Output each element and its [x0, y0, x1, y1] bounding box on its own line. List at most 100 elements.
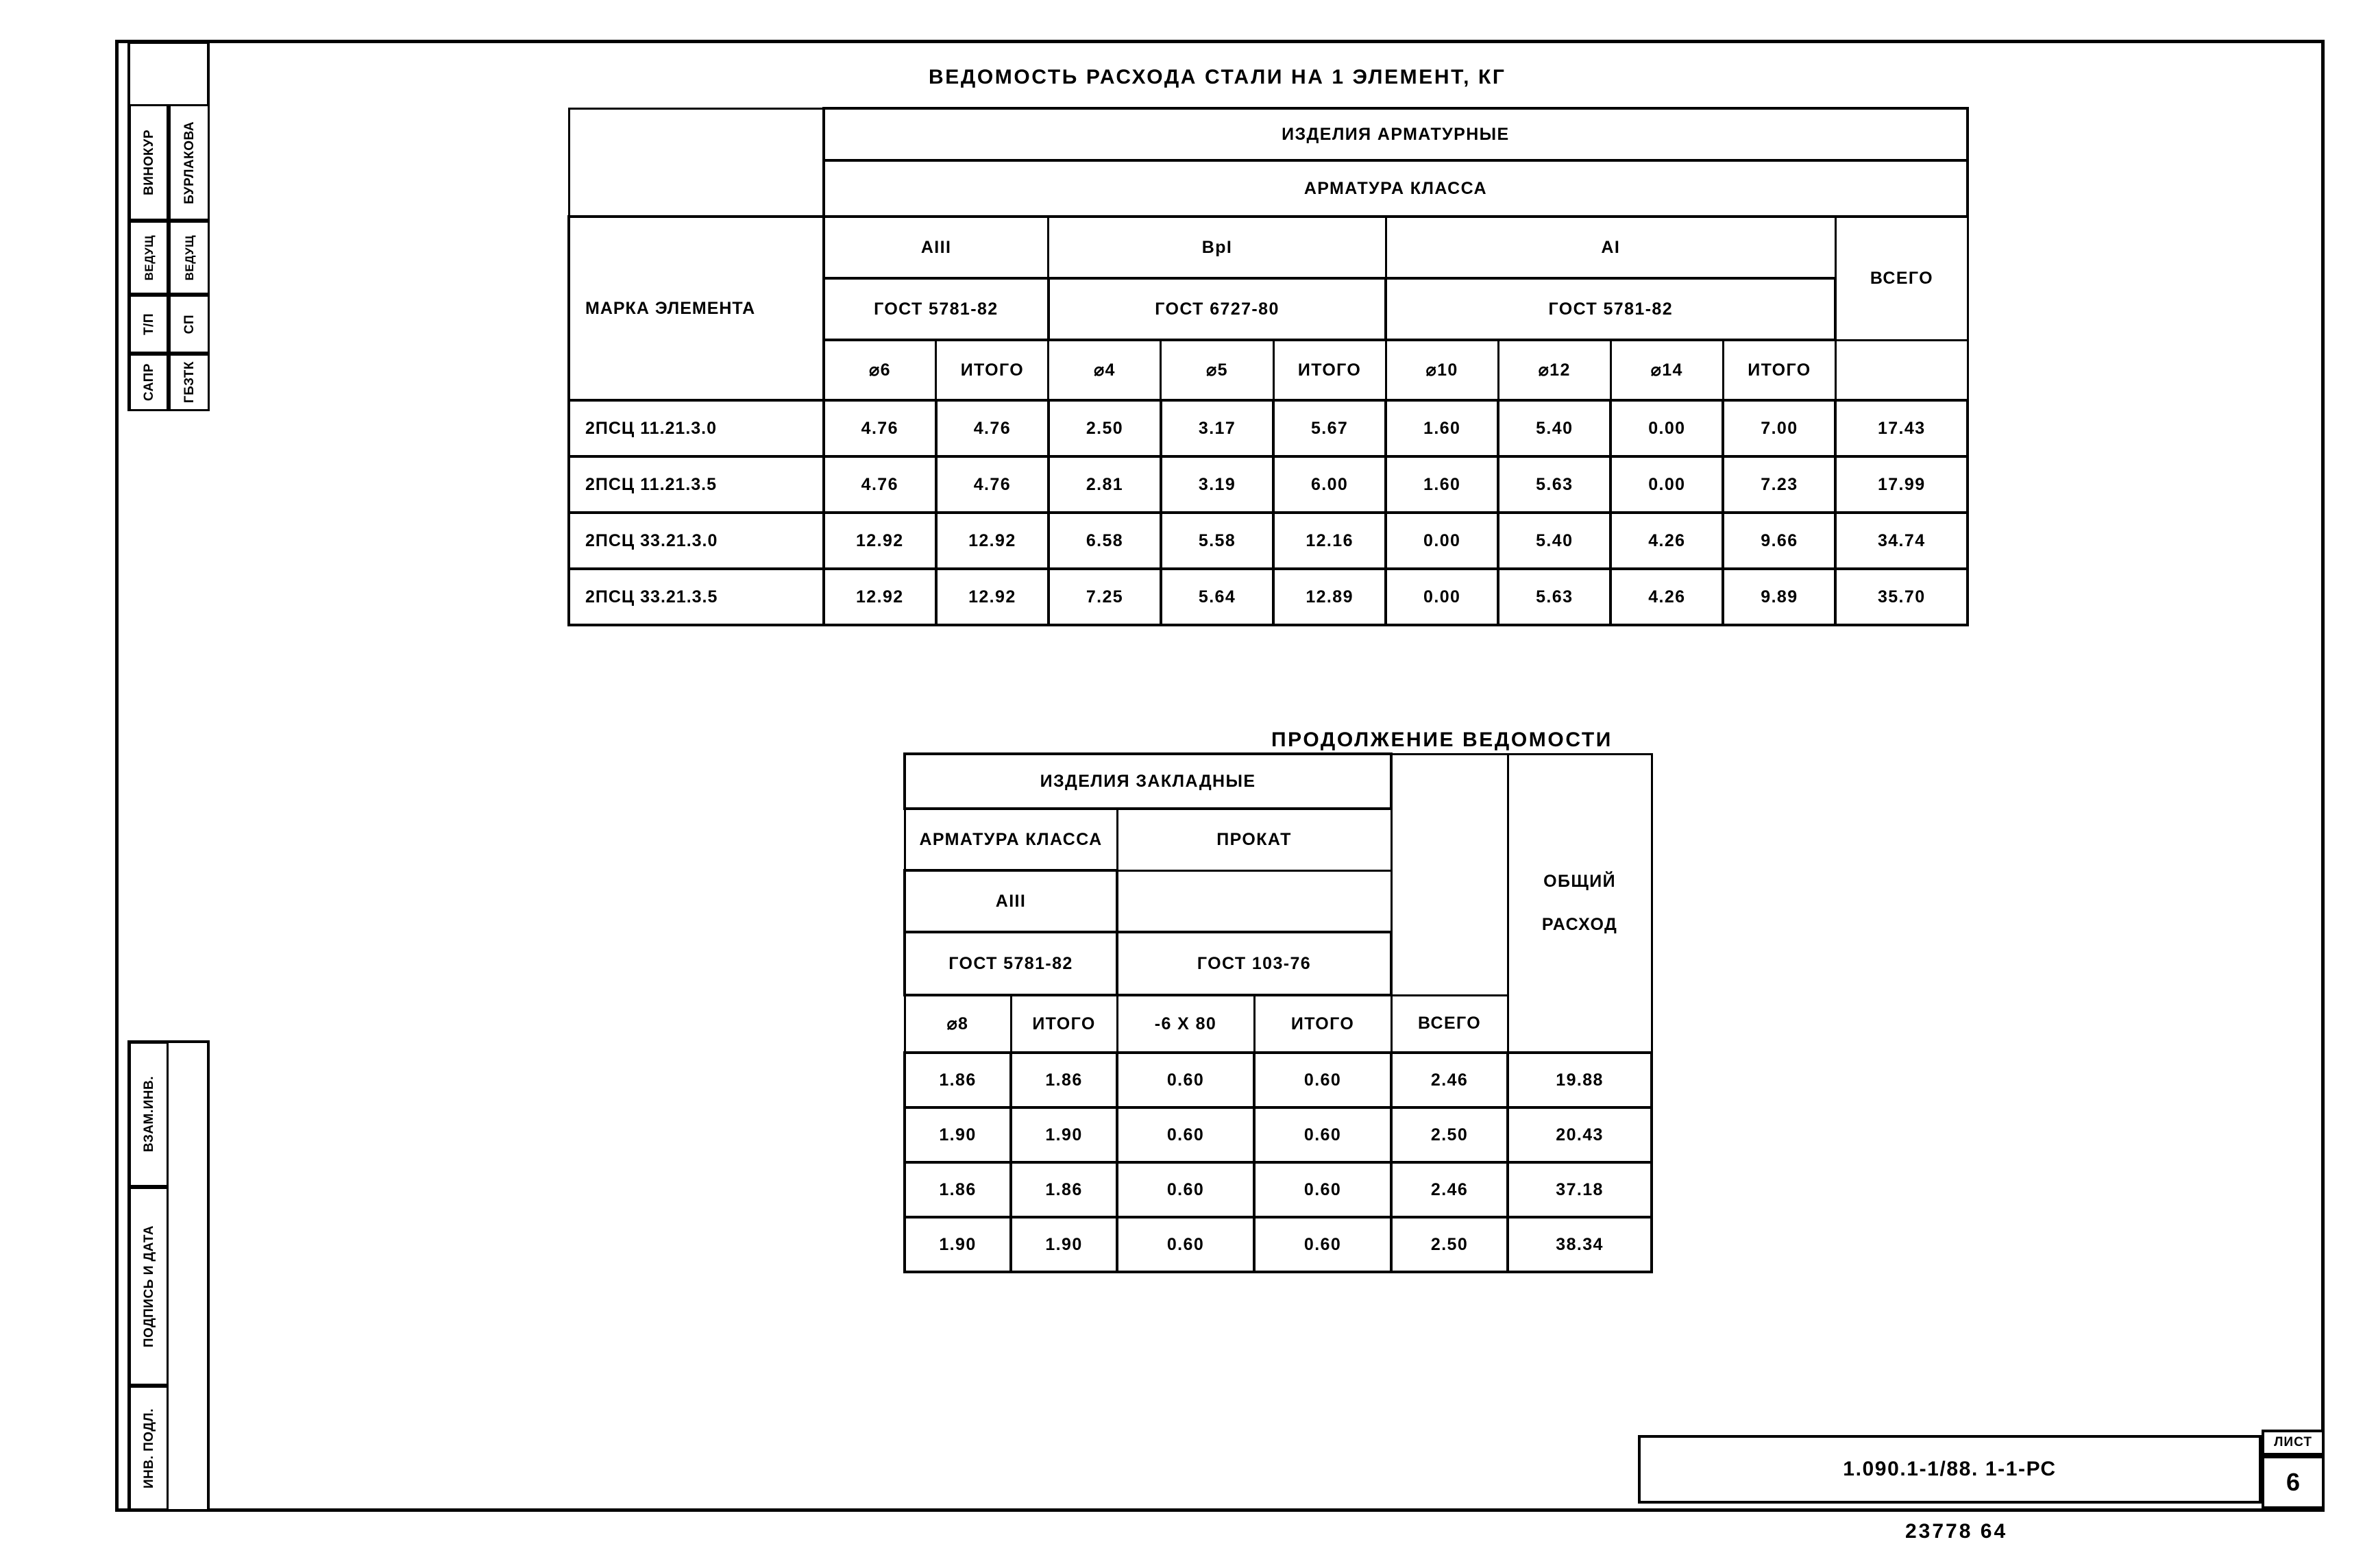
table1-col-d6: ⌀6 [822, 339, 938, 402]
label-inv-podl-text: ИНВ. ПОДЛ. [141, 1408, 156, 1489]
table2-total-spacer [1390, 752, 1509, 996]
table1-row3-total: 35.70 [1834, 567, 1969, 626]
table2-grand-header-line1: ОБЩИЙ [1543, 871, 1616, 891]
embedded-parts-table: ИЗДЕЛИЯ ЗАКЛАДНЫЕ ОБЩИЙ РАСХОД АРМАТУРА … [903, 752, 1654, 1273]
table1-col-d10: ⌀10 [1384, 339, 1499, 402]
table1-row3-c6: 5.63 [1497, 567, 1613, 626]
table2-grand-header: ОБЩИЙ РАСХОД [1506, 752, 1653, 1054]
table2-total-header: ВСЕГО [1390, 994, 1509, 1054]
table2-title: ПРОДОЛЖЕНИЕ ВЕДОМОСТИ [1271, 728, 1613, 751]
table2-row3-c3: 0.60 [1252, 1216, 1393, 1273]
table2-row2-c1: 1.86 [1009, 1161, 1118, 1218]
table1-row2-c5: 0.00 [1384, 511, 1500, 570]
table1-row3-c3: 5.64 [1159, 567, 1275, 626]
table1-row0-c2: 2.50 [1046, 399, 1162, 458]
table1-gost-vri: ГОСТ 6727-80 [1046, 277, 1388, 341]
table1-class-aiii: АIII [822, 215, 1050, 280]
table1-total-header-spacer [1834, 339, 1969, 402]
table1-row3-c0: 12.92 [822, 567, 938, 626]
table2-class-name: АIII [903, 869, 1118, 933]
table2-row2-grand: 37.18 [1506, 1161, 1654, 1218]
table1-column-row: ⌀6 ИТОГО ⌀4 ⌀5 ИТОГО ⌀10 ⌀12 ⌀14 ИТОГО [569, 339, 1969, 402]
title-cell-veduch-right: ВЕДУЩ [169, 221, 210, 295]
title-cell-sapr: САПР [129, 354, 169, 411]
title-cell-sp-label: СП [182, 314, 197, 334]
table2-gost-row: ГОСТ 5781-82 ГОСТ 103-76 [903, 931, 1652, 996]
table1-total-header: ВСЕГО [1834, 215, 1969, 341]
table1-row2-total: 34.74 [1834, 511, 1969, 570]
table1-row0-c6: 5.40 [1497, 399, 1613, 458]
label-inv-podl: ИНВ. ПОДЛ. [129, 1386, 169, 1510]
table2-row2-c3: 0.60 [1252, 1161, 1393, 1218]
table-row: 2ПСЦ 11.21.3.5 4.76 4.76 2.81 3.19 6.00 … [567, 455, 1969, 514]
table2-class-blank [1116, 869, 1393, 933]
table1-col-d4: ⌀4 [1047, 339, 1162, 402]
table1-row2-c0: 12.92 [822, 511, 938, 570]
table1-row1-c5: 1.60 [1384, 455, 1500, 514]
table2-row0-total: 2.46 [1390, 1051, 1510, 1109]
table-row: 1.90 1.90 0.60 0.60 2.50 20.43 [903, 1106, 1654, 1164]
sheet-label-cell: ЛИСТ [2262, 1430, 2325, 1456]
table1-class-ai: АI [1384, 215, 1837, 280]
table-row: 1.86 1.86 0.60 0.60 2.46 19.88 [903, 1051, 1654, 1109]
table1-row2-c8: 9.66 [1722, 511, 1837, 570]
table2-col-itogo-2: ИТОГО [1253, 994, 1393, 1054]
table1-row1-c4: 6.00 [1272, 455, 1388, 514]
table2-row3-c1: 1.90 [1009, 1216, 1118, 1273]
table1-row2-c6: 5.40 [1497, 511, 1613, 570]
table1-row0-c7: 0.00 [1609, 399, 1725, 458]
table1-group-top: ИЗДЕЛИЯ АРМАТУРНЫЕ [822, 107, 1970, 162]
table1-class-row: МАРКА ЭЛЕМЕНТА АIII ВрI АI ВСЕГО [567, 215, 1969, 402]
table2-col-d8: ⌀8 [903, 994, 1012, 1054]
table1-col-itogo-2: ИТОГО [1272, 339, 1387, 402]
table2-row1-c3: 0.60 [1252, 1106, 1393, 1164]
table2-row3-c2: 0.60 [1116, 1216, 1256, 1273]
table2-row2-c2: 0.60 [1116, 1161, 1256, 1218]
table1-row1-c1: 4.76 [934, 455, 1050, 514]
table2-row1-c2: 0.60 [1116, 1106, 1256, 1164]
table2-row2-c0: 1.86 [903, 1161, 1012, 1218]
sheet-number-cell: 6 [2262, 1456, 2325, 1509]
title-cell-gbztk-label: ГБЗТК [182, 361, 197, 404]
table1-row1-c7: 0.00 [1609, 455, 1725, 514]
table2-column-row: ⌀8 ИТОГО -6 X 80 ИТОГО ВСЕГО [903, 994, 1652, 1054]
table2-row3-total: 2.50 [1390, 1216, 1510, 1273]
steel-consumption-table: ИЗДЕЛИЯ АРМАТУРНЫЕ АРМАТУРА КЛАССА МАРКА… [567, 107, 1970, 626]
table2-group-row: ИЗДЕЛИЯ ЗАКЛАДНЫЕ ОБЩИЙ РАСХОД [903, 752, 1653, 1054]
table-row: 2ПСЦ 33.21.3.5 12.92 12.92 7.25 5.64 12.… [567, 567, 1969, 626]
table1-row1-total: 17.99 [1834, 455, 1969, 514]
table2-row0-grand: 19.88 [1506, 1051, 1654, 1109]
table1-col-d14: ⌀14 [1609, 339, 1724, 402]
table2-col-plate: -6 X 80 [1116, 994, 1256, 1054]
table2-gost-left: ГОСТ 5781-82 [903, 931, 1118, 996]
table2-row0-c1: 1.86 [1009, 1051, 1118, 1109]
table1-corner-blank [567, 107, 825, 218]
label-vzam-inv: ВЗАМ.ИНВ. [129, 1042, 169, 1187]
table1-row3-mark: 2ПСЦ 33.21.3.5 [567, 567, 825, 626]
table2-col-itogo-1: ИТОГО [1009, 994, 1118, 1054]
table1-row2-c3: 5.58 [1159, 511, 1275, 570]
table2-subgroup-row: АРМАТУРА КЛАССА ПРОКАТ [903, 807, 1652, 872]
table1-row3-c4: 12.89 [1272, 567, 1388, 626]
table-row: 2ПСЦ 33.21.3.0 12.92 12.92 6.58 5.58 12.… [567, 511, 1969, 570]
table2-row0-c0: 1.86 [903, 1051, 1012, 1109]
table1-row1-c2: 2.81 [1046, 455, 1162, 514]
table1-class-vri: ВрI [1047, 215, 1387, 280]
table1-row2-c7: 4.26 [1609, 511, 1725, 570]
table1-gost-ai: ГОСТ 5781-82 [1384, 277, 1837, 341]
table1-row1-c8: 7.23 [1722, 455, 1837, 514]
table1-row1-c6: 5.63 [1497, 455, 1613, 514]
table1-col-d12: ⌀12 [1497, 339, 1612, 402]
table1-row2-c4: 12.16 [1272, 511, 1388, 570]
table1-row0-c4: 5.67 [1272, 399, 1388, 458]
table1-row3-c7: 4.26 [1609, 567, 1725, 626]
table1-row1-mark: 2ПСЦ 11.21.3.5 [567, 455, 825, 514]
table1-row1-c3: 3.19 [1159, 455, 1275, 514]
table1-row3-c8: 9.89 [1722, 567, 1837, 626]
table1-row2-c1: 12.92 [934, 511, 1050, 570]
table2-sub-left: АРМАТУРА КЛАССА [903, 807, 1118, 872]
title-cell-gbztk: ГБЗТК [169, 354, 210, 411]
table1-subgroup-row: АРМАТУРА КЛАССА [569, 159, 1970, 218]
bottom-numbers: 23778 64 [1905, 1520, 2008, 1543]
